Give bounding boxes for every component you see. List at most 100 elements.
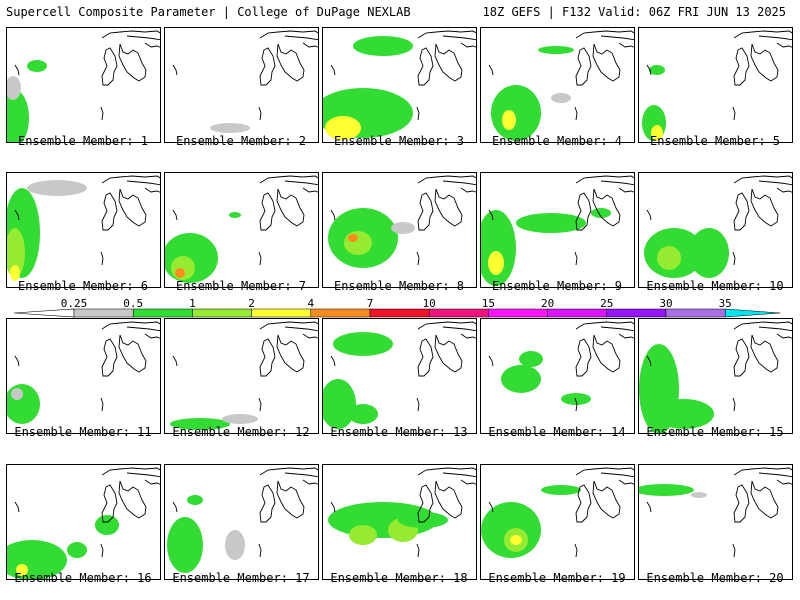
scp-contour-area <box>491 85 541 141</box>
scp-contour-area <box>7 90 29 142</box>
scp-contour-area <box>649 65 665 75</box>
colorbar-tick-label: 7 <box>367 297 374 310</box>
scp-contour-area <box>501 365 541 393</box>
scp-contour-area <box>657 246 681 270</box>
great-lakes-outline <box>14 30 160 121</box>
panel-label: Ensemble Member: 12 <box>172 425 310 439</box>
forecast-field <box>7 175 160 281</box>
scp-contour-area <box>516 213 586 233</box>
forecast-field <box>488 30 634 141</box>
panel-label: Ensemble Member: 8 <box>333 279 465 293</box>
forecast-field <box>488 321 634 412</box>
scp-contour-area <box>95 515 119 535</box>
scp-contour-area <box>481 210 516 286</box>
panel-label: Ensemble Member: 16 <box>14 571 152 585</box>
scp-contour-area <box>16 564 28 576</box>
panel-label: Ensemble Member: 10 <box>646 279 784 293</box>
ensemble-member-map <box>322 27 477 143</box>
colorbar-segment <box>488 308 548 318</box>
ensemble-member-map <box>480 172 635 288</box>
great-lakes-outline <box>646 467 792 558</box>
scp-contour-area <box>225 530 245 560</box>
scp-contour-area <box>398 512 448 528</box>
ensemble-member-map <box>322 464 477 580</box>
scp-contour-area <box>170 418 230 430</box>
ensemble-member-map <box>638 464 793 580</box>
panel-label: Ensemble Member: 11 <box>14 425 152 439</box>
ensemble-member-map <box>164 172 319 288</box>
scp-contour-area <box>349 525 377 545</box>
scp-contour-area <box>222 414 258 424</box>
scp-contour-area <box>651 125 663 141</box>
forecast-field <box>172 30 318 133</box>
panel-label: Ensemble Member: 20 <box>646 571 784 585</box>
scp-contour-area <box>27 60 47 72</box>
panel-label: Ensemble Member: 7 <box>175 279 307 293</box>
forecast-field <box>165 175 318 283</box>
colorbar-tick-label: 0.5 <box>123 297 143 310</box>
scp-contour-area <box>187 495 203 505</box>
panel-label: Ensemble Member: 6 <box>17 279 149 293</box>
scp-contour-area <box>175 268 185 278</box>
colorbar-segment <box>606 308 667 318</box>
colorbar-tick-label: 2 <box>248 297 255 310</box>
scp-contour-area <box>210 123 250 133</box>
ensemble-member-map <box>164 27 319 143</box>
ensemble-member-map <box>638 27 793 143</box>
forecast-field <box>7 467 160 579</box>
scp-contour-area <box>325 116 361 140</box>
scp-contour-area <box>488 251 504 275</box>
panel-label: Ensemble Member: 5 <box>649 134 781 148</box>
forecast-field <box>644 175 792 278</box>
scp-contour-area <box>10 265 20 281</box>
colorbar-segment <box>428 308 489 318</box>
colorbar-tick-label: 35 <box>719 297 732 310</box>
great-lakes-outline <box>646 30 792 121</box>
ensemble-member-map <box>480 27 635 143</box>
ensemble-member-map <box>164 464 319 580</box>
scp-contour-area <box>551 93 571 103</box>
ensemble-member-map <box>6 172 161 288</box>
ensemble-member-map <box>480 318 635 434</box>
ensemble-member-map <box>164 318 319 434</box>
ensemble-member-map <box>638 172 793 288</box>
colorbar-over-arrow <box>724 308 781 318</box>
forecast-field <box>167 467 318 573</box>
panel-label: Ensemble Member: 17 <box>172 571 310 585</box>
scp-contour-area <box>541 485 581 495</box>
panel-label: Ensemble Member: 3 <box>333 134 465 148</box>
ensemble-member-map <box>6 318 161 434</box>
scp-contour-area <box>689 228 729 278</box>
ensemble-member-map <box>322 172 477 288</box>
scp-contour-area <box>654 399 714 429</box>
color-scale-legend: 0.25 0.5 1 2 4 7 10 15 20 25 30 35 <box>13 297 781 318</box>
forecast-field <box>170 321 318 430</box>
panel-label: Ensemble Member: 13 <box>330 425 468 439</box>
colorbar-tick-label: 25 <box>600 297 613 310</box>
scp-contour-area <box>229 212 241 218</box>
scp-contour-area <box>11 388 23 400</box>
scp-contour-area <box>502 110 516 130</box>
panel-label: Ensemble Member: 19 <box>488 571 626 585</box>
forecast-field <box>481 175 634 286</box>
great-lakes-outline <box>172 321 318 412</box>
scp-contour-area <box>691 492 707 498</box>
scp-contour-area <box>591 208 611 218</box>
colorbar-tick-label: 0.25 <box>61 297 88 310</box>
colorbar-tick-label: 30 <box>659 297 672 310</box>
scp-contour-area <box>561 393 591 405</box>
panel-label: Ensemble Member: 1 <box>17 134 149 148</box>
forecast-field <box>7 30 160 142</box>
scp-contour-area <box>510 535 522 545</box>
forecast-field <box>639 321 792 433</box>
colorbar-tick-label: 20 <box>541 297 554 310</box>
forecast-field <box>481 467 634 558</box>
scp-contour-area <box>348 404 378 424</box>
forecast-field <box>328 467 476 558</box>
colorbar-tick-label: 10 <box>423 297 436 310</box>
model-run-info: 18Z GEFS | F132 Valid: 06Z FRI JUN 13 20… <box>482 5 786 19</box>
forecast-field <box>328 175 476 268</box>
scp-contour-area <box>353 36 413 56</box>
scp-contour-area <box>7 76 21 100</box>
scp-contour-area <box>7 228 25 278</box>
